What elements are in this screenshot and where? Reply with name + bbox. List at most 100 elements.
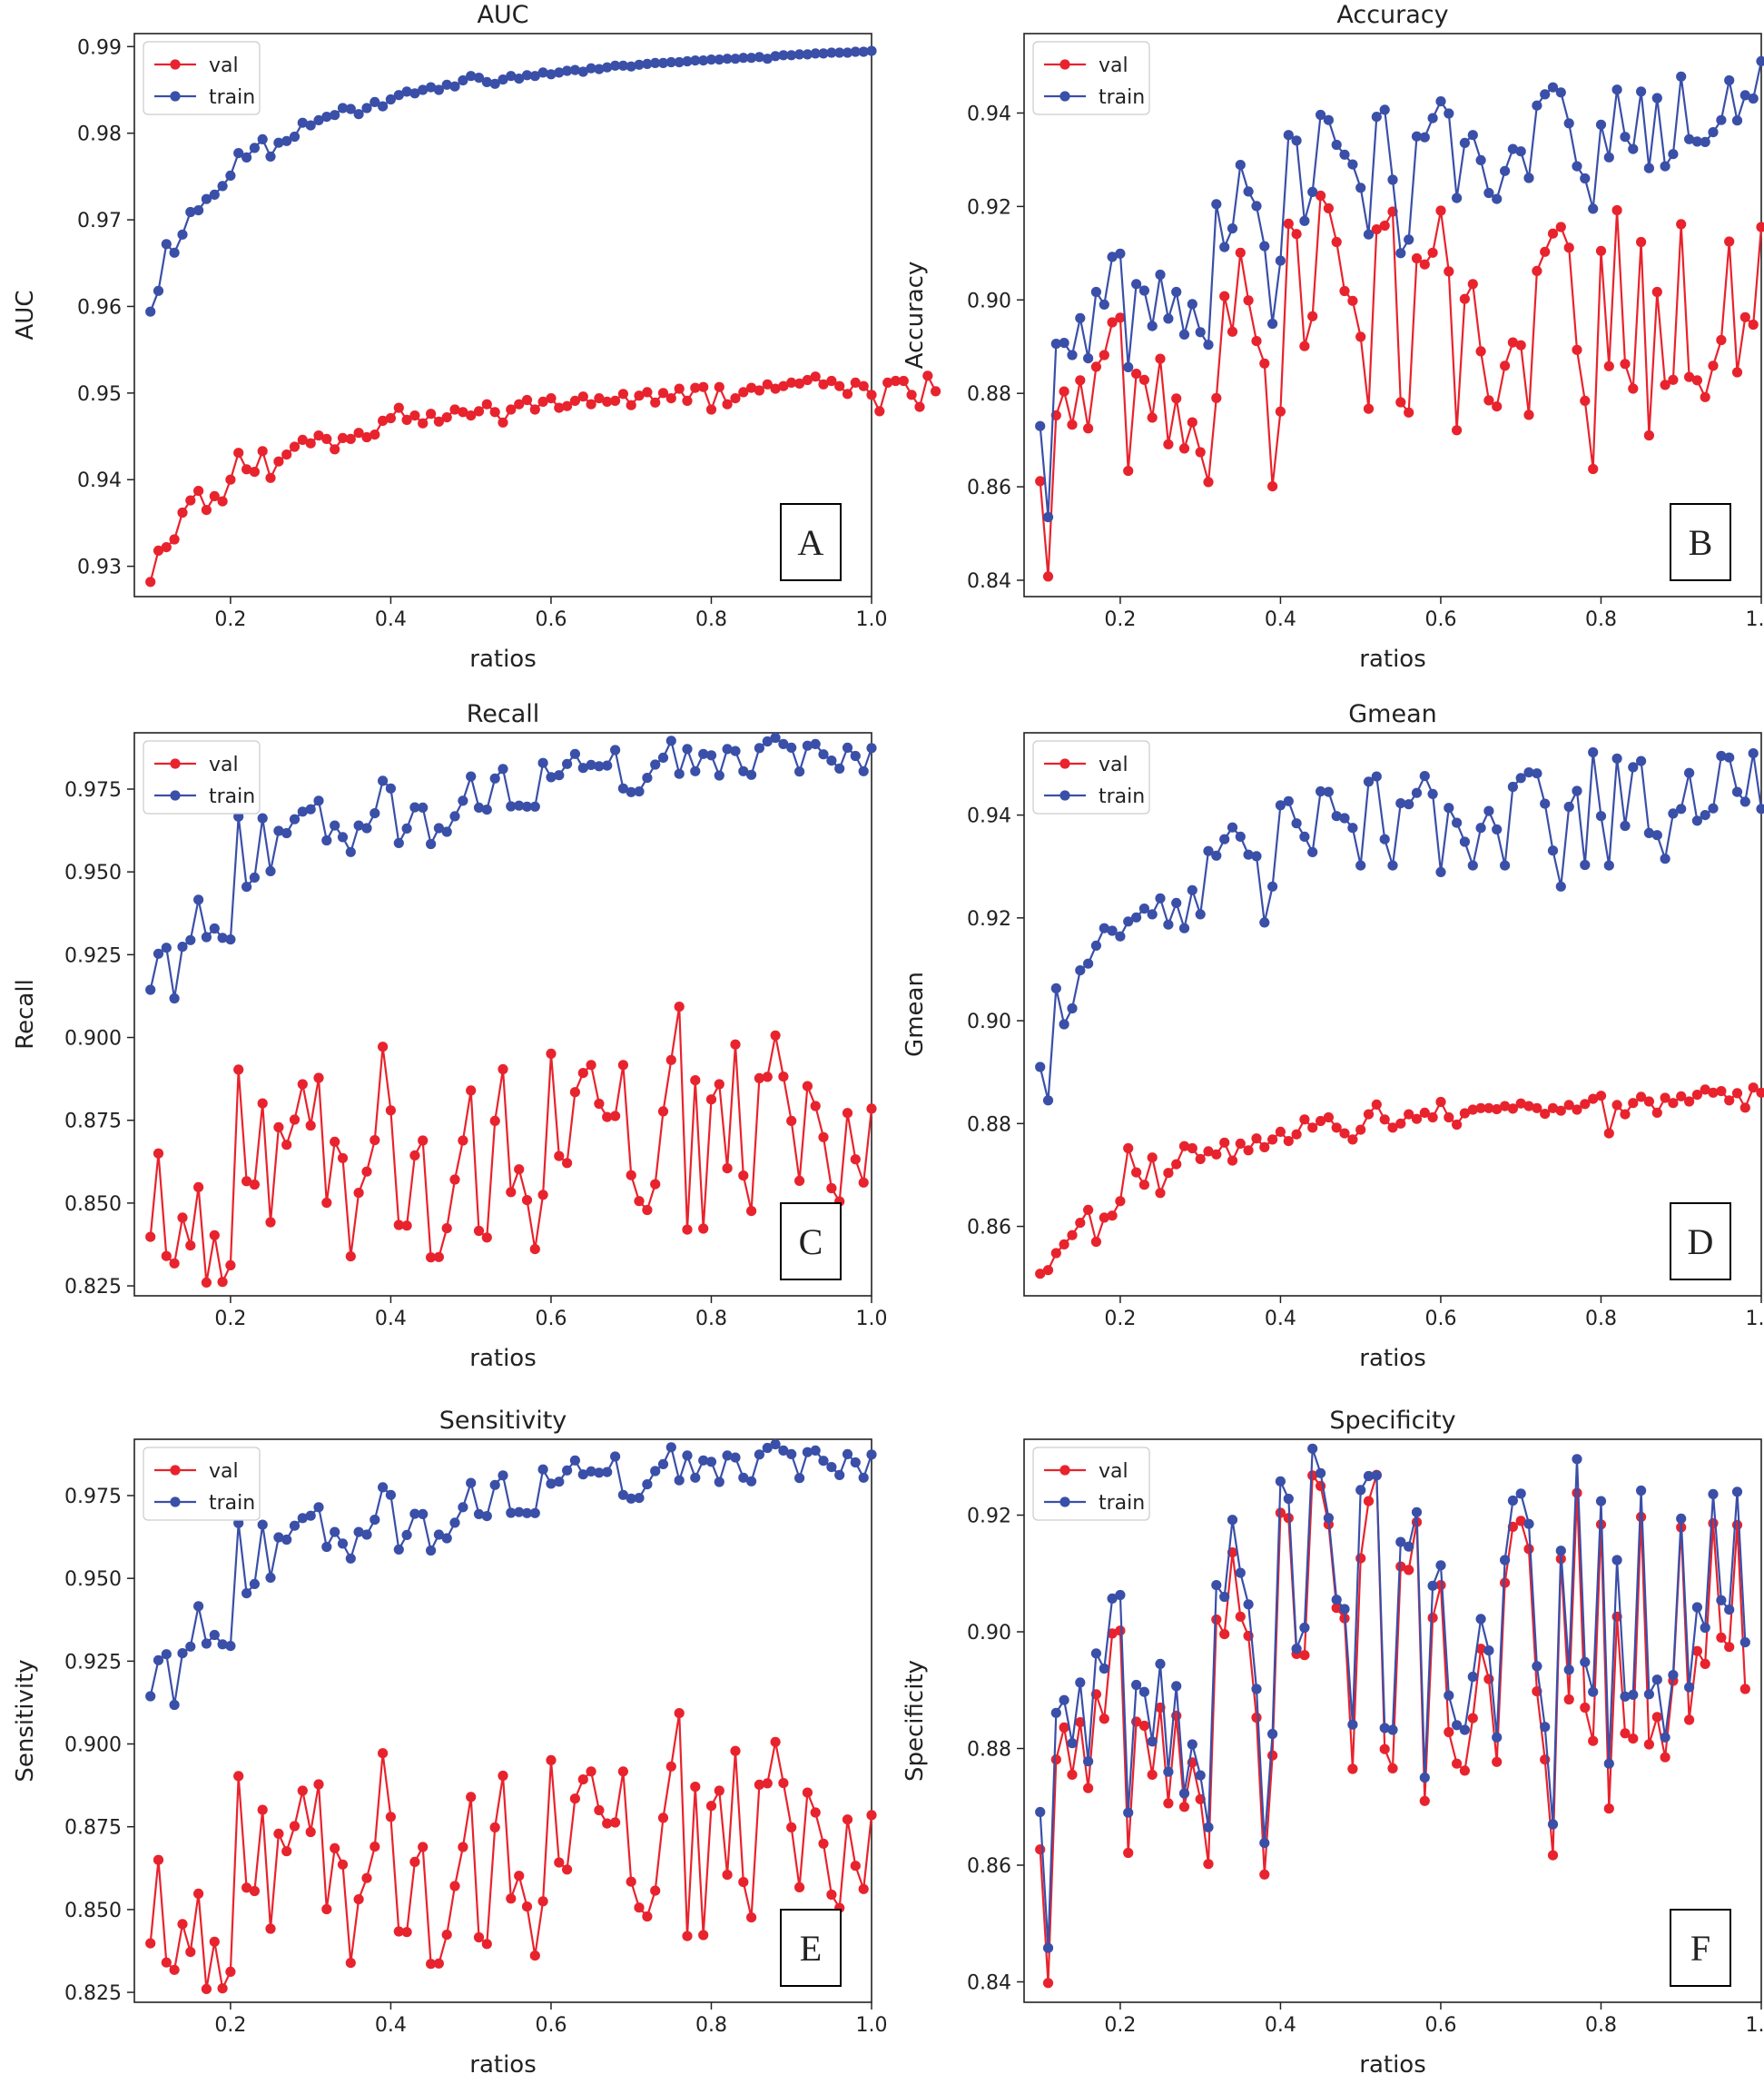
data-point-val (426, 409, 437, 420)
data-point-train (193, 1601, 204, 1612)
data-point-train (594, 761, 605, 772)
y-tick-label: 0.975 (64, 1486, 122, 1508)
data-point-train (866, 1449, 877, 1460)
data-point-train (1555, 881, 1566, 892)
data-point-val (353, 1188, 364, 1199)
data-point-train (1684, 1682, 1695, 1693)
data-point-train (794, 766, 805, 777)
data-point-train (1636, 86, 1647, 97)
data-point-train (705, 54, 717, 65)
data-point-val (1347, 1763, 1358, 1774)
data-point-train (353, 820, 364, 831)
data-point-train (449, 1517, 460, 1528)
data-point-train (441, 79, 452, 90)
data-point-train (1211, 1580, 1222, 1591)
data-point-val (1203, 1859, 1214, 1870)
data-point-train (257, 813, 268, 824)
data-point-train (1195, 909, 1206, 920)
data-point-train (169, 993, 180, 1004)
series-val (145, 370, 941, 588)
data-point-train (225, 1641, 236, 1652)
x-tick-label: 0.4 (1265, 2014, 1296, 2037)
data-point-val (1700, 391, 1710, 402)
data-point-val (370, 1135, 380, 1146)
data-point-train (842, 742, 853, 754)
data-point-val (1716, 1086, 1727, 1097)
data-point-train (1275, 800, 1286, 811)
data-point-train (353, 109, 364, 120)
data-point-val (401, 1220, 412, 1231)
data-point-val (313, 1072, 324, 1083)
data-point-val (1235, 1138, 1246, 1149)
data-point-train (161, 943, 172, 953)
data-point-train (1107, 1593, 1118, 1604)
data-point-train (1371, 771, 1382, 782)
data-point-train (1042, 511, 1054, 523)
data-point-val (826, 1889, 837, 1901)
data-point-val (345, 433, 356, 444)
data-point-train (330, 820, 340, 831)
y-tick-label: 0.94 (967, 805, 1011, 828)
data-point-train (249, 1578, 260, 1589)
data-point-train (1523, 173, 1534, 183)
data-point-val (866, 1103, 877, 1114)
data-point-train (826, 756, 837, 766)
data-point-train (569, 1455, 581, 1466)
data-point-train (145, 306, 156, 317)
data-point-train (506, 1507, 517, 1518)
data-point-train (722, 1450, 733, 1461)
data-point-train (802, 49, 813, 60)
data-point-val (426, 1959, 437, 1970)
data-point-val (1500, 1101, 1511, 1111)
data-point-train (458, 74, 468, 86)
data-point-val (1700, 1658, 1710, 1669)
data-point-val (1572, 344, 1582, 355)
data-point-train (265, 1572, 276, 1583)
data-point-train (834, 1469, 845, 1480)
data-point-val (569, 1087, 581, 1098)
data-point-val (730, 1039, 741, 1050)
data-point-train (1107, 925, 1118, 936)
data-point-val (1083, 1783, 1094, 1793)
plot-frame (1023, 1438, 1762, 2003)
data-point-train (370, 96, 380, 107)
y-tick-label: 0.92 (967, 1506, 1011, 1528)
data-point-train (1628, 143, 1639, 154)
data-point-val (1307, 1470, 1318, 1481)
data-point-val (1404, 407, 1414, 418)
data-point-train (1083, 958, 1094, 969)
y-tick-label: 0.94 (77, 469, 122, 492)
data-point-val (818, 1131, 829, 1142)
data-point-val (1090, 361, 1101, 372)
data-point-train (778, 738, 789, 750)
data-point-val (1083, 423, 1094, 434)
data-point-train (1243, 1599, 1254, 1610)
y-tick-label: 0.90 (967, 1011, 1011, 1033)
data-point-val (826, 375, 837, 387)
x-tick-label: 0.2 (214, 1308, 246, 1330)
data-point-train (690, 1472, 701, 1483)
data-point-train (1507, 781, 1518, 793)
data-point-val (1243, 1145, 1254, 1156)
data-point-val (498, 417, 508, 428)
data-point-val (330, 1136, 340, 1147)
panel-letter: B (1689, 522, 1713, 563)
data-point-val (794, 1882, 805, 1892)
data-point-val (1563, 242, 1574, 253)
data-point-train (1331, 139, 1342, 151)
data-point-val (665, 393, 676, 404)
data-point-val (1083, 1204, 1094, 1215)
series-train (145, 45, 877, 317)
data-point-val (1147, 1769, 1158, 1780)
data-point-val (265, 472, 276, 483)
data-point-val (577, 391, 588, 402)
data-point-train (705, 1457, 717, 1467)
data-point-val (1452, 1758, 1463, 1769)
data-point-train (1090, 286, 1101, 298)
data-point-val (1532, 265, 1542, 276)
data-point-val (281, 1846, 292, 1857)
data-point-train (1540, 1722, 1551, 1733)
data-point-train (1259, 917, 1270, 928)
data-point-train (1676, 1513, 1687, 1524)
data-point-val (586, 1766, 596, 1777)
